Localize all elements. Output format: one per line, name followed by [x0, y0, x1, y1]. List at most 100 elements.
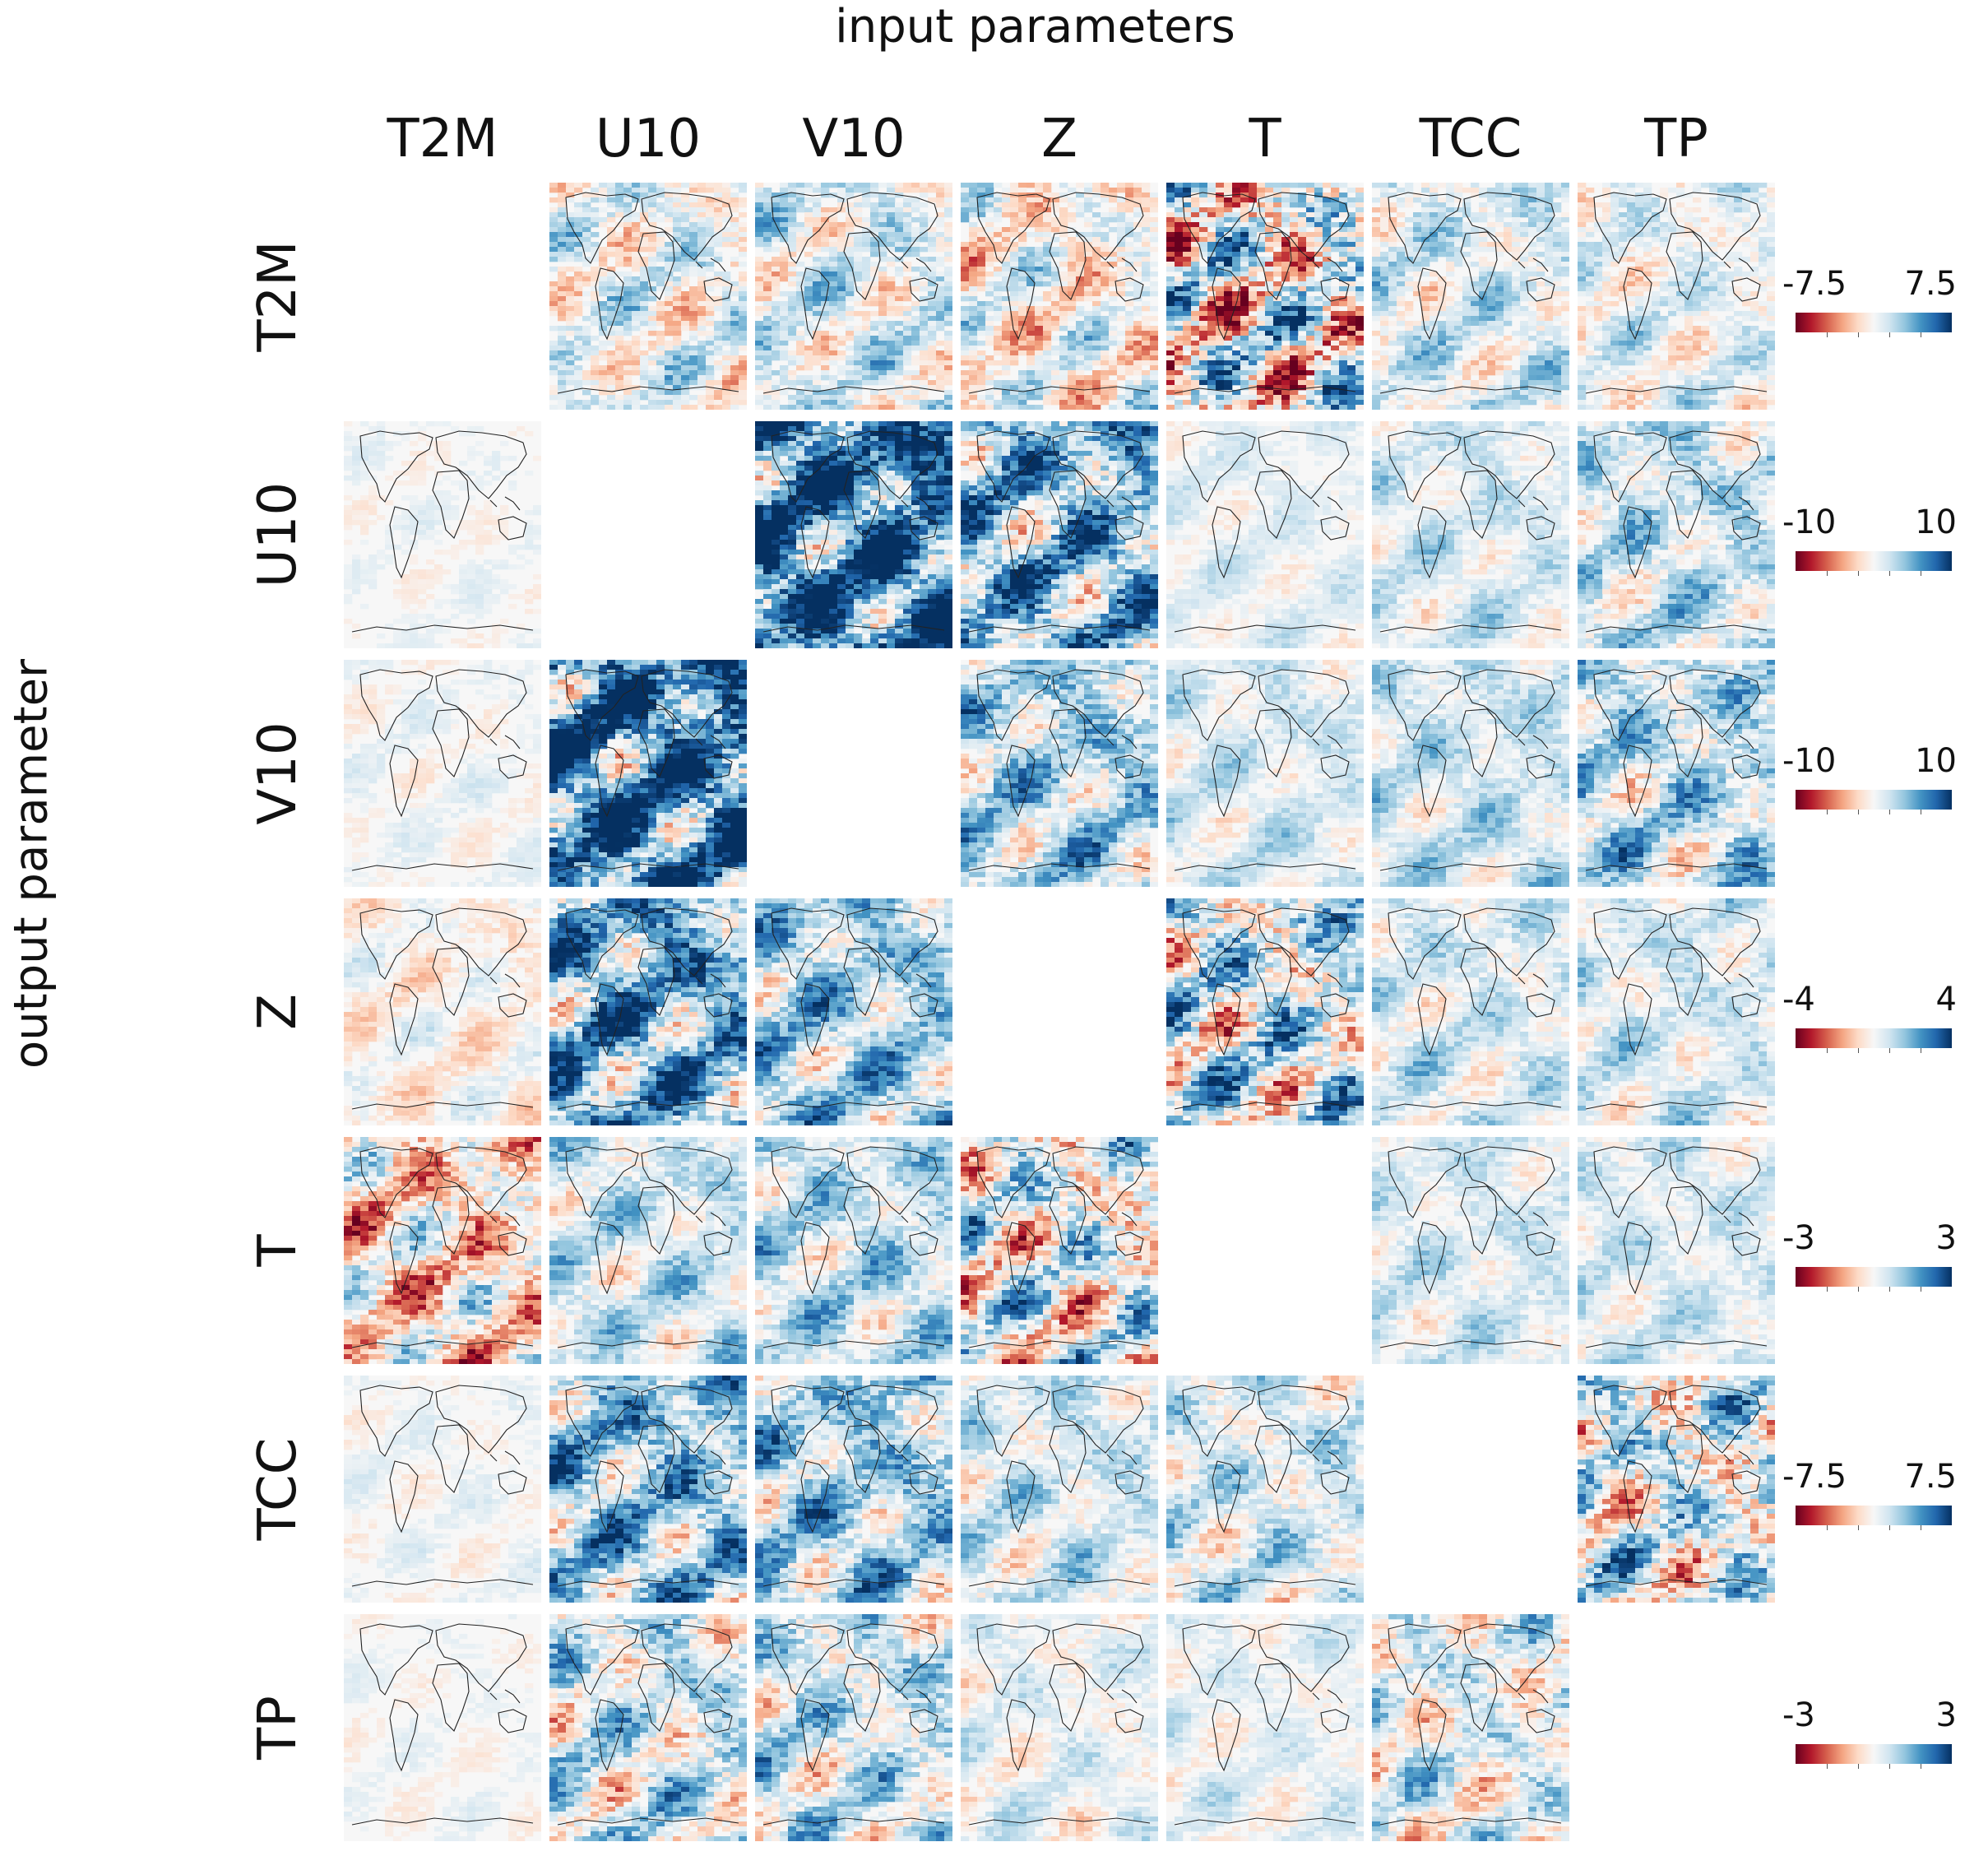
panel-t-from-tp [1578, 1137, 1775, 1364]
colorbar-min-label: -10 [1782, 503, 1836, 541]
panel-v10-from-z [961, 660, 1158, 887]
coastline-outline [1585, 669, 1768, 871]
coastline-outline [1379, 430, 1562, 633]
col-label-u10: U10 [549, 109, 747, 169]
colorbar-max-label: 7.5 [1904, 265, 1957, 303]
panel-u10-from-tp [1578, 421, 1775, 648]
coastline-outline [1174, 1623, 1356, 1826]
colorbar-gradient [1796, 1506, 1952, 1525]
colorbar-tick [1889, 810, 1890, 814]
coastline-outline [351, 1385, 534, 1587]
colorbar-tick [1827, 810, 1828, 814]
col-label-t: T [1166, 109, 1364, 169]
colorbar-max-label: 10 [1915, 503, 1957, 541]
colorbar-min-label: -10 [1782, 742, 1836, 780]
coastline-outline [968, 1146, 1151, 1348]
panel-tcc-from-z [961, 1376, 1158, 1603]
colorbar-tick [1858, 332, 1859, 337]
colorbar-gradient [1796, 1744, 1952, 1764]
panel-u10-from-z [961, 421, 1158, 648]
coastline-outline [351, 1623, 534, 1826]
coastline-outline [762, 907, 945, 1110]
coastline-outline [762, 192, 945, 394]
panel-z-from-t2m [344, 898, 541, 1125]
colorbar-tick [1889, 1048, 1890, 1053]
panel-z-from-tcc [1372, 898, 1569, 1125]
colorbar-tick [1858, 810, 1859, 814]
colorbar-min-label: -3 [1782, 1219, 1815, 1257]
colorbar-gradient [1796, 1267, 1952, 1287]
panel-u10-from-v10 [755, 421, 952, 648]
coastline-outline [762, 1623, 945, 1826]
colorbar-tick [1827, 1525, 1828, 1530]
colorbar-tp: -3 3 [1782, 1696, 1957, 1772]
coastline-outline [1585, 1146, 1768, 1348]
coastline-outline [557, 1385, 739, 1587]
panel-z-from-v10 [755, 898, 952, 1125]
coastline-outline [1174, 192, 1356, 394]
coastline-outline [968, 1385, 1151, 1587]
col-label-tp: TP [1578, 109, 1775, 169]
panel-tcc-from-t [1166, 1376, 1364, 1603]
panel-tcc-from-u10 [549, 1376, 747, 1603]
colorbar-max-label: 4 [1936, 981, 1957, 1018]
panel-t-from-u10 [549, 1137, 747, 1364]
colorbar-max-label: 10 [1915, 742, 1957, 780]
colorbar-tick [1858, 1048, 1859, 1053]
coastline-outline [557, 192, 739, 394]
colorbar-z: -4 4 [1782, 981, 1957, 1056]
panel-tp-from-u10 [549, 1614, 747, 1841]
panel-t2m-from-tp [1578, 183, 1775, 410]
coastline-outline [1585, 1385, 1768, 1587]
row-label-tcc: TCC [248, 1374, 308, 1604]
coastline-outline [557, 669, 739, 871]
coastline-outline [1585, 192, 1768, 394]
panel-tcc-from-t2m [344, 1376, 541, 1603]
panel-t-from-v10 [755, 1137, 952, 1364]
coastline-outline [762, 1385, 945, 1587]
panel-tp-from-tcc [1372, 1614, 1569, 1841]
colorbar-tick [1889, 1287, 1890, 1292]
panel-t2m-from-t [1166, 183, 1364, 410]
panel-u10-from-t [1166, 421, 1364, 648]
colorbar-tcc: -7.5 7.5 [1782, 1458, 1957, 1534]
panel-t-from-z [961, 1137, 1158, 1364]
panel-v10-from-tcc [1372, 660, 1569, 887]
coastline-outline [557, 1623, 739, 1826]
colorbar-gradient [1796, 313, 1952, 332]
colorbar-tick [1858, 1764, 1859, 1769]
col-label-tcc: TCC [1372, 109, 1569, 169]
colorbar-gradient [1796, 551, 1952, 571]
coastline-outline [1379, 1146, 1562, 1348]
panel-z-from-u10 [549, 898, 747, 1125]
col-label-z: Z [961, 109, 1158, 169]
row-label-z: Z [248, 897, 308, 1127]
coastline-outline [557, 907, 739, 1110]
coastline-outline [1379, 192, 1562, 394]
panel-z-from-tp [1578, 898, 1775, 1125]
row-label-v10: V10 [248, 658, 308, 889]
colorbar-tick [1858, 1287, 1859, 1292]
panel-t2m-from-u10 [549, 183, 747, 410]
panel-t2m-from-z [961, 183, 1158, 410]
colorbar-t2m: -7.5 7.5 [1782, 265, 1957, 341]
coastline-outline [351, 669, 534, 871]
coastline-outline [1379, 669, 1562, 871]
coastline-outline [968, 430, 1151, 633]
coastline-outline [1379, 907, 1562, 1110]
panel-tp-from-t [1166, 1614, 1364, 1841]
coastline-outline [762, 430, 945, 633]
colorbar-min-label: -7.5 [1782, 1458, 1847, 1496]
input-parameters-title: input parameters [0, 0, 1988, 53]
colorbar-max-label: 3 [1936, 1696, 1957, 1734]
colorbar-tick [1858, 571, 1859, 576]
row-label-tp: TP [248, 1612, 308, 1843]
colorbar-tick [1827, 571, 1828, 576]
col-label-v10: V10 [755, 109, 952, 169]
colorbar-max-label: 3 [1936, 1219, 1957, 1257]
coastline-outline [968, 669, 1151, 871]
colorbar-tick [1889, 1764, 1890, 1769]
coastline-outline [1585, 907, 1768, 1110]
coastline-outline [351, 1146, 534, 1348]
